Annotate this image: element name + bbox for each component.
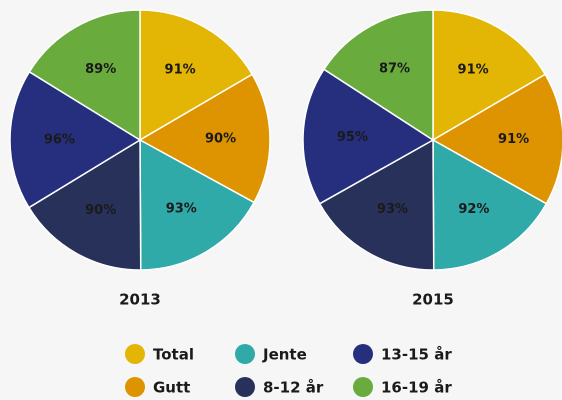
pie-slice: [27, 138, 142, 271]
slice-label: 92%: [458, 202, 489, 217]
pie-slice: [139, 9, 254, 142]
pie-slice: [318, 138, 435, 271]
legend-swatch: [353, 344, 373, 364]
legend-swatch: [353, 377, 373, 397]
slice-label: 93%: [166, 202, 197, 217]
slice-label: 91%: [498, 132, 529, 147]
legend-swatch: [125, 377, 145, 397]
slice-label: 90%: [205, 131, 236, 146]
slice-label: 89%: [85, 62, 116, 77]
pie-slice: [322, 9, 434, 142]
slice-label: 90%: [85, 203, 116, 218]
legend-label: Total: [153, 346, 194, 364]
legend-label: Jente: [262, 346, 307, 364]
pie-slice: [431, 73, 562, 205]
pie-slice: [9, 70, 142, 209]
pie-title: 2015: [412, 291, 454, 309]
legend-swatch: [235, 344, 255, 364]
pie-slice: [432, 9, 547, 142]
legend-label: Gutt: [153, 379, 190, 397]
pie-title: 2013: [119, 291, 161, 309]
legend-swatch: [235, 377, 255, 397]
legend-swatch: [125, 344, 145, 364]
pie-slice: [28, 9, 141, 142]
legend-label: 16-19 år: [381, 379, 452, 397]
slice-label: 95%: [337, 130, 368, 145]
pie-slice: [302, 68, 435, 205]
slice-label: 91%: [458, 63, 489, 78]
slice-label: 96%: [44, 132, 75, 147]
pie-slice: [432, 138, 548, 271]
legend-label: 13-15 år: [381, 346, 452, 364]
legend-label: 8-12 år: [263, 379, 324, 397]
slice-label: 87%: [379, 62, 410, 77]
slice-label: 93%: [377, 202, 408, 217]
pie-slice: [139, 138, 256, 271]
slice-label: 91%: [165, 63, 196, 78]
pie-slice: [138, 73, 271, 204]
